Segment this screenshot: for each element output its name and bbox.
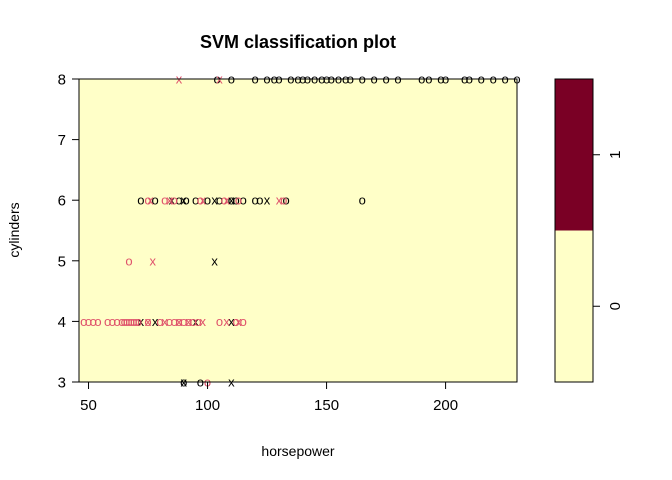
data-point: o [235,193,242,208]
data-point: o [133,314,140,329]
data-point: o [240,193,247,208]
data-point: x [276,193,283,208]
data-point: o [240,314,247,329]
data-point: x [145,314,152,329]
data-point: o [113,314,120,329]
data-point: o [197,193,204,208]
data-point: x [223,193,230,208]
data-point: x [228,314,235,329]
data-point: o [121,314,128,329]
data-point: x [147,193,154,208]
data-point: x [211,253,218,268]
data-point: o [216,314,223,329]
data-point: o [194,314,201,329]
data-point: o [228,193,235,208]
data-point: o [125,253,132,268]
data-point: o [232,314,239,329]
y-axis: 3 4 5 6 7 8 [58,72,80,392]
y-tick-label: 7 [58,132,66,149]
data-point: o [171,193,178,208]
data-point: o [183,193,190,208]
data-point: o [221,193,228,208]
data-point: x [138,314,145,329]
y-tick-label: 3 [58,375,66,392]
data-point: o [144,314,151,329]
data-point: x [200,193,207,208]
plot-area: o o o o oo o ooo o ooo o oo o o o o o o oo oo o o o oo o o o o o o oo… [78,72,521,390]
y-tick-label: 8 [58,72,66,89]
data-point: o [204,193,211,208]
data-point: o [130,314,137,329]
y-tick-label: 4 [58,314,66,331]
y-tick-label: 6 [58,193,66,210]
legend-swatch-0 [555,230,593,382]
data-point: o [161,193,168,208]
color-legend: 01 [554,78,624,383]
data-point: o [156,314,163,329]
data-point: o [128,314,135,329]
data-point: x [176,314,183,329]
data-point: x [150,253,157,268]
data-point: o [171,314,178,329]
data-point: o [123,314,130,329]
data-point: o [144,193,151,208]
x-tick-label: 150 [314,397,339,414]
legend-swatch-1 [555,79,593,231]
data-point: o [166,314,173,329]
data-point: o [135,314,142,329]
data-point: o [185,314,192,329]
data-point: o [359,193,366,208]
data-point: x [228,193,235,208]
data-point: x [192,314,199,329]
data-point: o [256,193,263,208]
data-point: x [169,193,176,208]
data-point: o [94,314,101,329]
data-point: o [232,193,239,208]
data-point: o [282,193,289,208]
data-point: o [118,314,125,329]
data-point: o [90,314,97,329]
data-point: o [104,314,111,329]
data-point: o [190,314,197,329]
data-point: x [185,314,192,329]
data-point: o [125,314,132,329]
data-point: x [223,314,230,329]
legend-frame [554,78,594,383]
data-point: o [109,314,116,329]
x-tick-label: 50 [80,397,97,414]
data-point: x [152,314,159,329]
data-point: o [280,193,287,208]
data-point: x [180,193,187,208]
x-axis-label: horsepower [261,443,334,459]
x-tick-label: 100 [195,397,220,414]
data-point: o [175,193,182,208]
data-point: o [252,193,259,208]
data-point: x [211,193,218,208]
data-point: o [80,314,87,329]
data-point: x [235,314,242,329]
x-tick-label: 200 [433,397,458,414]
data-point: o [175,314,182,329]
data-point: o [180,314,187,329]
decision-region-0 [79,79,517,382]
y-tick-label: 5 [58,253,66,270]
data-point: o [216,193,223,208]
data-point: x [166,193,173,208]
y-axis-label: cylinders [6,202,22,257]
chart-title: SVM classification plot [200,32,396,52]
legend-level-label: 0 [607,302,624,310]
data-point: o [137,193,144,208]
data-point: x [161,314,168,329]
data-point: o [152,193,159,208]
x-axis: 50 100 150 200 [80,381,458,414]
data-point: x [264,193,271,208]
legend-level-label: 1 [607,151,624,159]
data-point: o [192,193,199,208]
data-point: o [85,314,92,329]
data-point: x [200,314,207,329]
